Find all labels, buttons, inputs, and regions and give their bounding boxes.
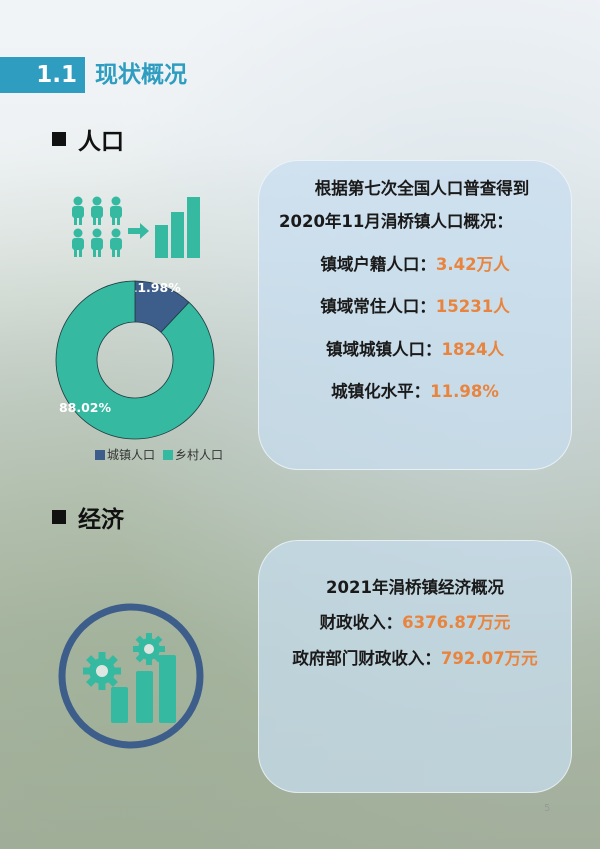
intro-line: 根据第七次全国人口普查得到 — [314, 179, 530, 198]
stat-value: 792.07万元 — [440, 649, 538, 668]
economy-title: 2021年涓桥镇经济概况 — [326, 578, 504, 597]
donut-data-label: 88.02% — [59, 400, 112, 415]
stat-row: 财政收入：6376.87万元 — [259, 609, 571, 633]
page-number: 5 — [544, 803, 551, 814]
legend-item-rural: 乡村人口 — [163, 446, 223, 463]
stat-label: 镇域城镇人口： — [326, 340, 442, 359]
stat-row: 镇域户籍人口：3.42万人 — [259, 251, 571, 275]
stat-row: 城镇化水平：11.98% — [259, 378, 571, 402]
stat-value: 3.42万人 — [435, 255, 510, 274]
bullet-square-icon — [52, 132, 66, 146]
legend-item-urban: 城镇人口 — [95, 446, 155, 463]
stat-label: 政府部门财政收入： — [292, 649, 441, 668]
donut-slice-1 — [55, 280, 215, 440]
section-heading-population: 人口 — [52, 122, 124, 156]
stat-value: 15231人 — [435, 297, 510, 316]
population-donut-chart: 11.98% 88.02% — [55, 280, 215, 440]
stat-value: 1824人 — [441, 340, 504, 359]
stat-value: 11.98% — [430, 382, 499, 401]
section-heading-economy: 经济 — [52, 500, 124, 534]
people-icon — [72, 196, 122, 257]
legend-swatch — [163, 450, 174, 460]
legend-label: 乡村人口 — [175, 448, 224, 462]
stat-label: 镇域户籍人口： — [320, 255, 436, 274]
stat-row: 政府部门财政收入：792.07万元 — [259, 645, 571, 669]
population-summary-card: 根据第七次全国人口普查得到 2020年11月涓桥镇人口概况： 镇域户籍人口：3.… — [258, 160, 572, 470]
stat-label: 财政收入： — [319, 613, 403, 632]
page-title: 现状概况 — [95, 62, 187, 88]
stat-row: 镇域城镇人口：1824人 — [259, 336, 571, 360]
chart-legend: 城镇人口 乡村人口 — [95, 446, 223, 463]
bar-chart-icon — [155, 197, 200, 258]
donut-data-label: 11.98% — [129, 280, 182, 295]
legend-label: 城镇人口 — [107, 448, 156, 462]
stat-value: 6376.87万元 — [402, 613, 511, 632]
section-number: 1.1 — [0, 57, 85, 93]
bullet-square-icon — [52, 510, 66, 524]
stat-row: 镇域常住人口：15231人 — [259, 293, 571, 317]
section-title: 人口 — [78, 129, 124, 155]
legend-swatch — [95, 450, 105, 460]
people-to-chart-icon — [72, 196, 200, 258]
intro-line: 2020年11月涓桥镇人口概况： — [279, 212, 513, 231]
gear-growth-chart-icon — [58, 603, 204, 749]
stat-label: 城镇化水平： — [331, 382, 431, 401]
economy-summary-card: 2021年涓桥镇经济概况 财政收入：6376.87万元 政府部门财政收入：792… — [258, 540, 572, 793]
stat-label: 镇域常住人口： — [320, 297, 436, 316]
arrow-right-icon — [128, 223, 149, 239]
section-title: 经济 — [78, 507, 124, 533]
